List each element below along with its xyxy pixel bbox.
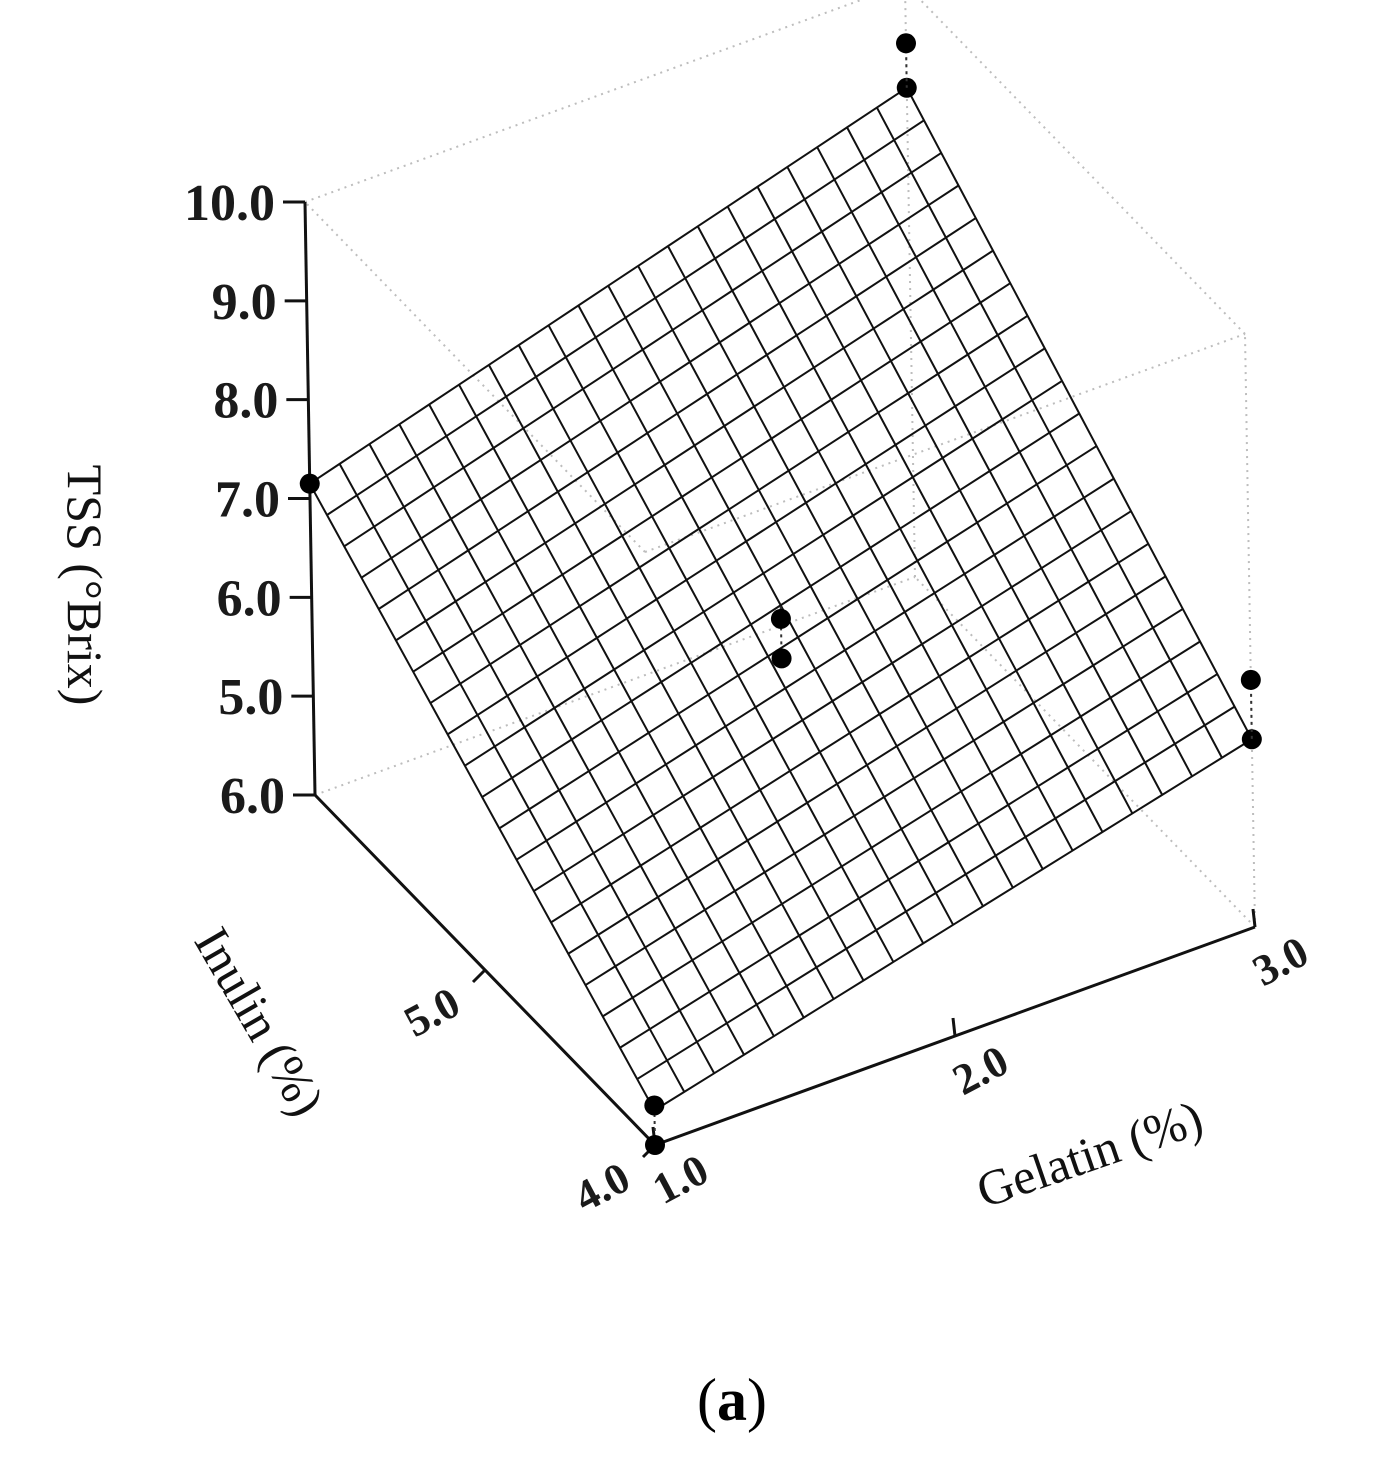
z-tick-label: 10.0	[184, 175, 275, 232]
mesh-line-gelatin-dir	[447, 347, 1046, 736]
mesh-line-gelatin-dir	[360, 184, 960, 579]
mesh-line-gelatin-dir	[567, 575, 1167, 955]
x-tick-label: 3.0	[1245, 927, 1317, 996]
mesh-line-gelatin-dir	[498, 445, 1098, 830]
mesh-line-gelatin-dir	[326, 119, 925, 516]
z-tick-labels: 6.0 5.0 6.0 7.0 8.0 9.0 10.0	[184, 175, 285, 825]
box-edge	[914, 576, 1256, 928]
mesh-line-gelatin-dir	[619, 673, 1218, 1049]
z-tick-label: 9.0	[212, 274, 277, 331]
mesh-line-gelatin-dir	[653, 738, 1253, 1112]
x-tick-mark	[1251, 908, 1257, 928]
mesh-line-gelatin-dir	[464, 380, 1063, 767]
mesh-line-gelatin-dir	[533, 510, 1132, 892]
x-tick-label: 2.0	[945, 1036, 1017, 1105]
z-axis-label: TSS (°Brix)	[57, 465, 113, 706]
z-tick-label: 6.0	[220, 768, 285, 825]
x-tick-label: 1.0	[645, 1145, 717, 1214]
data-point	[299, 473, 320, 494]
x-tick-mark	[951, 1017, 957, 1037]
box-edge	[919, 0, 1246, 335]
x-axis-label: Gelatin (%)	[969, 1089, 1209, 1218]
z-tick-label: 6.0	[217, 570, 282, 627]
mesh-line-gelatin-dir	[550, 542, 1149, 924]
mesh-line-gelatin-dir	[343, 152, 942, 548]
figure-caption: (a)	[697, 1367, 767, 1433]
caption-open: (	[697, 1367, 717, 1433]
z-tick-label: 7.0	[215, 472, 280, 529]
bounding-box	[304, 0, 1256, 928]
mesh-line-gelatin-dir	[516, 477, 1115, 861]
box-edge	[644, 333, 1246, 553]
mesh-line-gelatin-dir	[481, 412, 1080, 798]
y-axis-label: Inulin (%)	[184, 918, 336, 1125]
data-point	[896, 33, 916, 54]
box-edge	[304, 0, 864, 203]
mesh-line-gelatin-dir	[584, 608, 1184, 986]
y-tick-label: 5.0	[396, 978, 468, 1047]
data-point	[771, 648, 792, 669]
residual-stem	[653, 1110, 656, 1146]
mesh-line-gelatin-dir	[412, 282, 1011, 673]
z-tick-label: 8.0	[213, 373, 278, 430]
data-point	[770, 608, 791, 629]
mesh-line-gelatin-dir	[378, 217, 977, 610]
mesh-line-gelatin-dir	[429, 314, 1029, 704]
data-point	[1241, 729, 1262, 750]
data-points	[299, 33, 1262, 1155]
data-point	[1240, 669, 1261, 690]
box-edge	[304, 201, 646, 553]
mesh-line-gelatin-dir	[602, 640, 1201, 1018]
response-surface-mesh	[308, 86, 1253, 1112]
caption-letter: a	[717, 1367, 747, 1433]
mesh-line-gelatin-dir	[309, 86, 908, 485]
mesh-line-gelatin-dir	[395, 249, 994, 642]
box-edge	[1244, 333, 1256, 928]
axes	[283, 200, 1257, 1159]
data-point	[644, 1095, 665, 1116]
caption-close: )	[747, 1367, 767, 1433]
z-tick-label: 5.0	[218, 669, 283, 726]
y-tick-label: 4.0	[566, 1153, 638, 1222]
y-tick-mark	[471, 968, 487, 984]
data-point	[645, 1135, 665, 1155]
mesh-line-gelatin-dir	[636, 705, 1236, 1080]
box-edge	[314, 576, 916, 796]
